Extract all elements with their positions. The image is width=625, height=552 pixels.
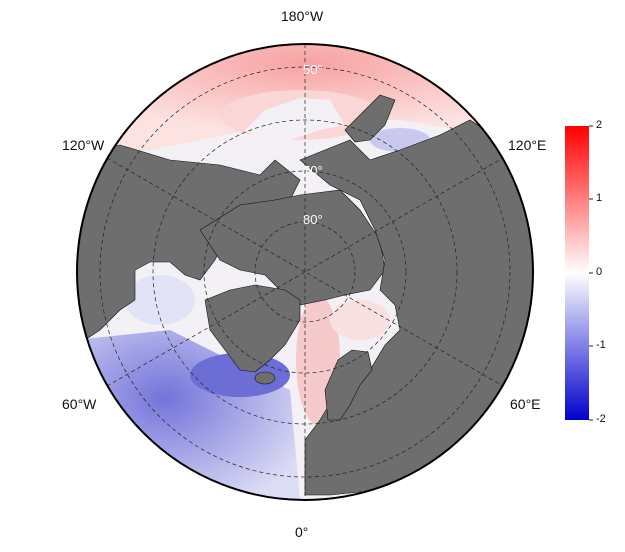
colorbar-tick-0: 0 [596,266,603,278]
label-lat-50: 50° [303,62,323,77]
land-greenland [204,284,301,373]
map-boundary [76,43,534,501]
colorbar [565,126,589,420]
label-60w: 60°W [62,396,97,412]
barents-sea-anomaly [330,300,390,340]
land-kamchatka [344,94,396,143]
colorbar-tick-neg2: -2 [596,413,606,425]
latitude-circle-50 [99,66,511,478]
land-alaska [245,98,345,145]
colorbar-tick-neg1: -1 [596,339,606,351]
land-north-america [77,144,301,341]
label-180w: 180°W [281,8,324,24]
colorbar-tick-1: 1 [596,192,603,204]
label-0: 0° [295,524,309,540]
label-lat-70: 70° [303,163,323,178]
latitude-circle-80 [254,221,356,323]
latitude-circle-70 [203,170,407,374]
hudson-bay-anomaly [125,275,195,325]
colorbar-ticks [589,125,593,421]
label-120e: 120°E [508,137,547,153]
land-scandinavia [324,349,373,421]
land-arctic-archipelago [199,189,386,306]
land-eurasia [299,119,533,496]
land-iceland [254,371,276,385]
label-60e: 60°E [510,396,541,412]
meridian-120 [106,157,504,387]
label-120w: 120°W [62,137,105,153]
meridian-60 [106,157,504,387]
graticule [99,44,511,500]
colorbar-tick-2: 2 [596,119,603,131]
label-lat-80: 80° [303,212,323,227]
